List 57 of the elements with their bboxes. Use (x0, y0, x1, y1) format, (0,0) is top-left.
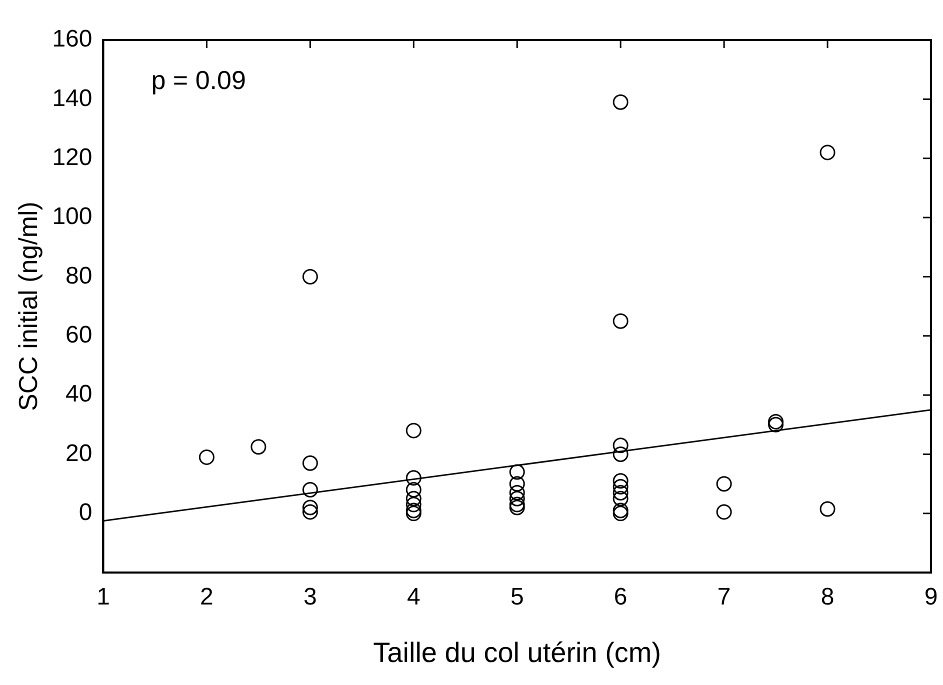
point (406, 422, 422, 438)
x-tick-label: 2 (200, 584, 214, 611)
point (612, 94, 628, 110)
point (406, 506, 422, 522)
point (302, 504, 318, 520)
y-tick-label: 140 (52, 84, 92, 112)
x-tick-label: 8 (820, 584, 834, 611)
x-tick-label: 7 (717, 584, 731, 611)
point (612, 502, 628, 518)
y-tick-label: 0 (78, 499, 92, 526)
x-tick-label: 9 (924, 584, 938, 611)
x-tick-label: 4 (406, 584, 420, 611)
point (302, 268, 318, 284)
point (612, 473, 628, 489)
x-tick-label: 3 (304, 584, 317, 611)
point (612, 506, 628, 522)
point (612, 490, 628, 506)
point (768, 416, 784, 432)
x-tick-label: 6 (614, 584, 628, 611)
point (509, 476, 525, 492)
x-tick-label: 5 (510, 584, 524, 611)
point (509, 484, 525, 500)
point (509, 490, 525, 506)
annotation: p = 0.09 (151, 65, 246, 96)
y-tick-label: 40 (66, 380, 92, 408)
point (820, 501, 836, 517)
point (302, 482, 318, 498)
point (406, 470, 422, 486)
point (509, 500, 525, 516)
point (406, 490, 422, 506)
point (612, 484, 628, 500)
point (612, 313, 628, 329)
point (716, 476, 732, 492)
point (768, 414, 784, 430)
x-tick-label: 1 (96, 584, 110, 611)
point (612, 438, 628, 454)
point (509, 464, 525, 480)
point (612, 479, 628, 495)
point (612, 446, 628, 462)
y-tick-label: 100 (52, 203, 92, 230)
y-tick-label: 120 (52, 144, 92, 171)
x-axis-title: Taille du col utérin (cm) (373, 636, 662, 668)
y-tick-label: 20 (66, 440, 92, 467)
point (509, 496, 525, 512)
point (198, 449, 214, 465)
y-tick-label: 60 (66, 322, 92, 349)
y-axis-title: SCC initial (ng/ml) (12, 202, 43, 412)
point (406, 496, 422, 512)
point (406, 482, 422, 498)
y-tick-label: 80 (66, 262, 92, 290)
point (250, 439, 266, 455)
point (820, 144, 836, 160)
point (716, 504, 732, 520)
y-tick-label: 160 (52, 26, 92, 53)
point (302, 500, 318, 516)
point (302, 455, 318, 471)
point (406, 502, 422, 518)
